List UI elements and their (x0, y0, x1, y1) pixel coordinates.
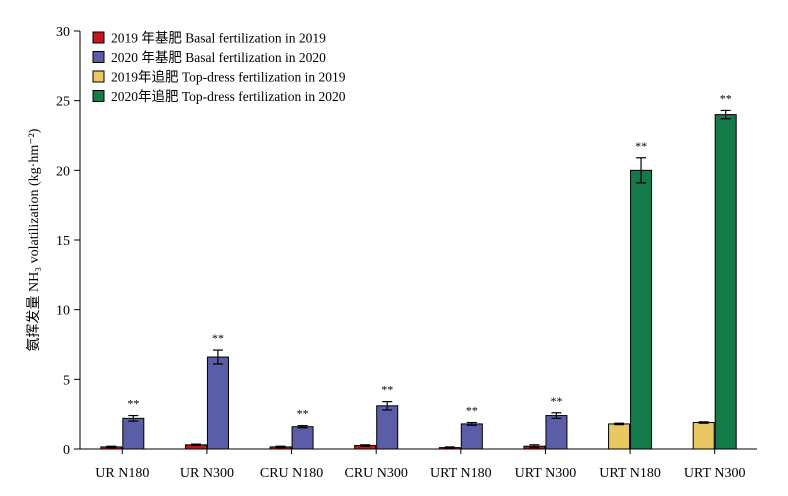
x-tick-label: CRU N180 (260, 466, 323, 481)
legend-swatch (92, 31, 105, 44)
y-tick-label: 10 (56, 304, 70, 319)
y-tick-label: 5 (63, 373, 70, 388)
significance-layer: ** ** ** ** ** ** ** ** (127, 91, 731, 420)
legend-swatch (92, 51, 105, 63)
x-tick-label: URT N180 (599, 466, 661, 481)
x-tick-label: UR N300 (180, 466, 234, 481)
significance-label: ** (720, 91, 732, 105)
legend-label: 2019年追肥 Top-dress fertilization in 2019 (111, 70, 346, 85)
bar (291, 426, 314, 450)
x-tick-label: CRU N300 (344, 466, 407, 481)
y-tick-label: 30 (56, 25, 70, 40)
legend-label: 2019 年基肥 Basal fertilization in 2019 (111, 30, 326, 46)
significance-label: ** (635, 139, 647, 153)
legend: 2019 年基肥 Basal fertilization in 2019 2020… (92, 30, 346, 104)
bar (608, 423, 631, 450)
significance-label: ** (297, 407, 309, 421)
bar (545, 415, 568, 450)
x-tick-label: URT N300 (684, 466, 746, 481)
error-bars-layer (106, 109, 731, 449)
bar (206, 356, 229, 450)
legend-swatch (92, 90, 105, 102)
y-tick-label: 15 (56, 234, 70, 249)
x-tick-label: UR N180 (95, 466, 149, 481)
bar (122, 417, 145, 450)
bar (376, 405, 399, 450)
y-tick-label: 25 (56, 95, 70, 110)
legend-label: 2020年追肥 Top-dress fertilization in 2020 (111, 89, 346, 104)
y-tick-label: 20 (56, 164, 70, 179)
bar (460, 423, 483, 450)
significance-label: ** (381, 383, 393, 397)
significance-label: ** (550, 394, 562, 408)
axes: UR N180 UR N300 CRU N180 CRU N300 URT N180 UR… (56, 25, 757, 481)
x-tick-label: URT N180 (430, 466, 492, 481)
significance-label: ** (212, 331, 224, 345)
y-tick-label: 0 (63, 443, 70, 458)
bar (692, 422, 715, 450)
significance-label: ** (127, 397, 139, 411)
significance-label: ** (466, 404, 478, 418)
bar (714, 114, 737, 450)
bar (630, 169, 653, 450)
y-axis-label: 氨挥发量 NH₃ volatilization (kg·hm⁻²) (26, 128, 42, 351)
x-tick-label: URT N300 (515, 466, 577, 481)
legend-label: 2020 年基肥 Basal fertilization in 2020 (111, 49, 326, 65)
legend-swatch (92, 70, 105, 83)
